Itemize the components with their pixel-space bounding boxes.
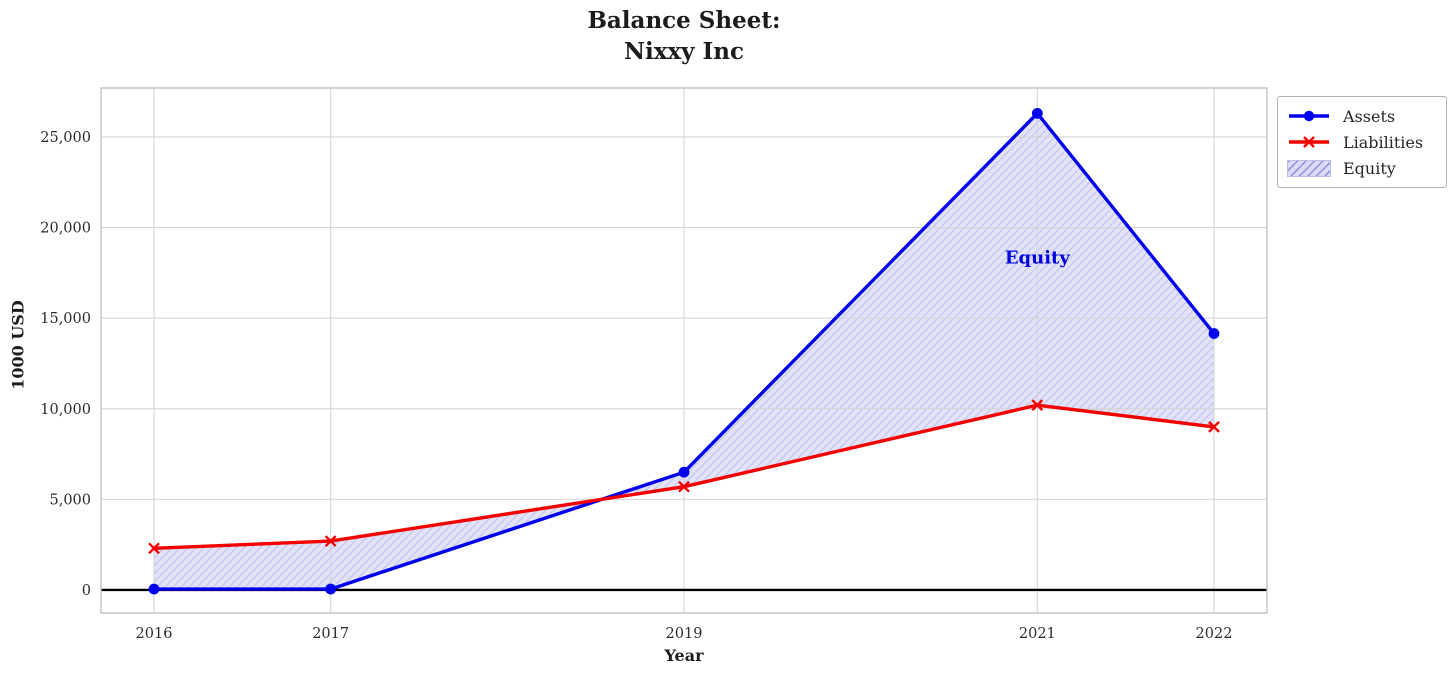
liabilities-marker — [324, 535, 337, 547]
legend-item-liabilities: Liabilities — [1287, 130, 1436, 154]
x-tick-label: 2017 — [312, 626, 349, 642]
y-tick-label: 25,000 — [40, 130, 91, 146]
legend-label-equity: Equity — [1343, 158, 1396, 178]
plot-frame — [100, 87, 1268, 614]
liabilities-marker — [1031, 399, 1044, 411]
assets-marker — [1208, 328, 1220, 339]
assets-line-swatch — [1289, 110, 1329, 122]
assets-marker — [148, 583, 160, 595]
assets-marker — [1031, 107, 1043, 119]
liabilities-marker — [1208, 421, 1220, 433]
chart-title: Balance Sheet: Nixxy Inc — [587, 7, 781, 65]
y-tick-label: 20,000 — [40, 221, 91, 237]
legend: Assets Liabilities Equity — [1277, 96, 1447, 188]
legend-label-liabilities: Liabilities — [1343, 132, 1424, 152]
equity-hatch-swatch — [1287, 159, 1331, 177]
y-tick-label: 10,000 — [40, 402, 91, 418]
liabilities-marker — [148, 542, 160, 555]
y-tick-label: 5,000 — [49, 492, 91, 508]
liabilities-line-swatch — [1289, 136, 1329, 148]
legend-label-assets: Assets — [1343, 106, 1396, 126]
equity-fill — [154, 113, 1214, 590]
x-axis-label: Year — [664, 646, 704, 665]
liabilities-marker — [678, 480, 690, 493]
legend-item-equity: Equity — [1287, 156, 1436, 180]
x-tick-label: 2016 — [136, 626, 173, 642]
legend-item-assets: Assets — [1287, 104, 1436, 128]
equity-annotation: Equity — [1004, 247, 1070, 269]
x-tick-label: 2021 — [1019, 626, 1056, 642]
y-tick-label: 0 — [82, 583, 91, 599]
y-axis-label: 1000 USD — [8, 300, 28, 390]
x-tick-label: 2019 — [666, 626, 703, 642]
assets-marker — [325, 583, 337, 595]
y-tick-label: 15,000 — [40, 311, 91, 327]
x-tick-label: 2022 — [1196, 626, 1233, 642]
assets-marker — [678, 466, 690, 478]
